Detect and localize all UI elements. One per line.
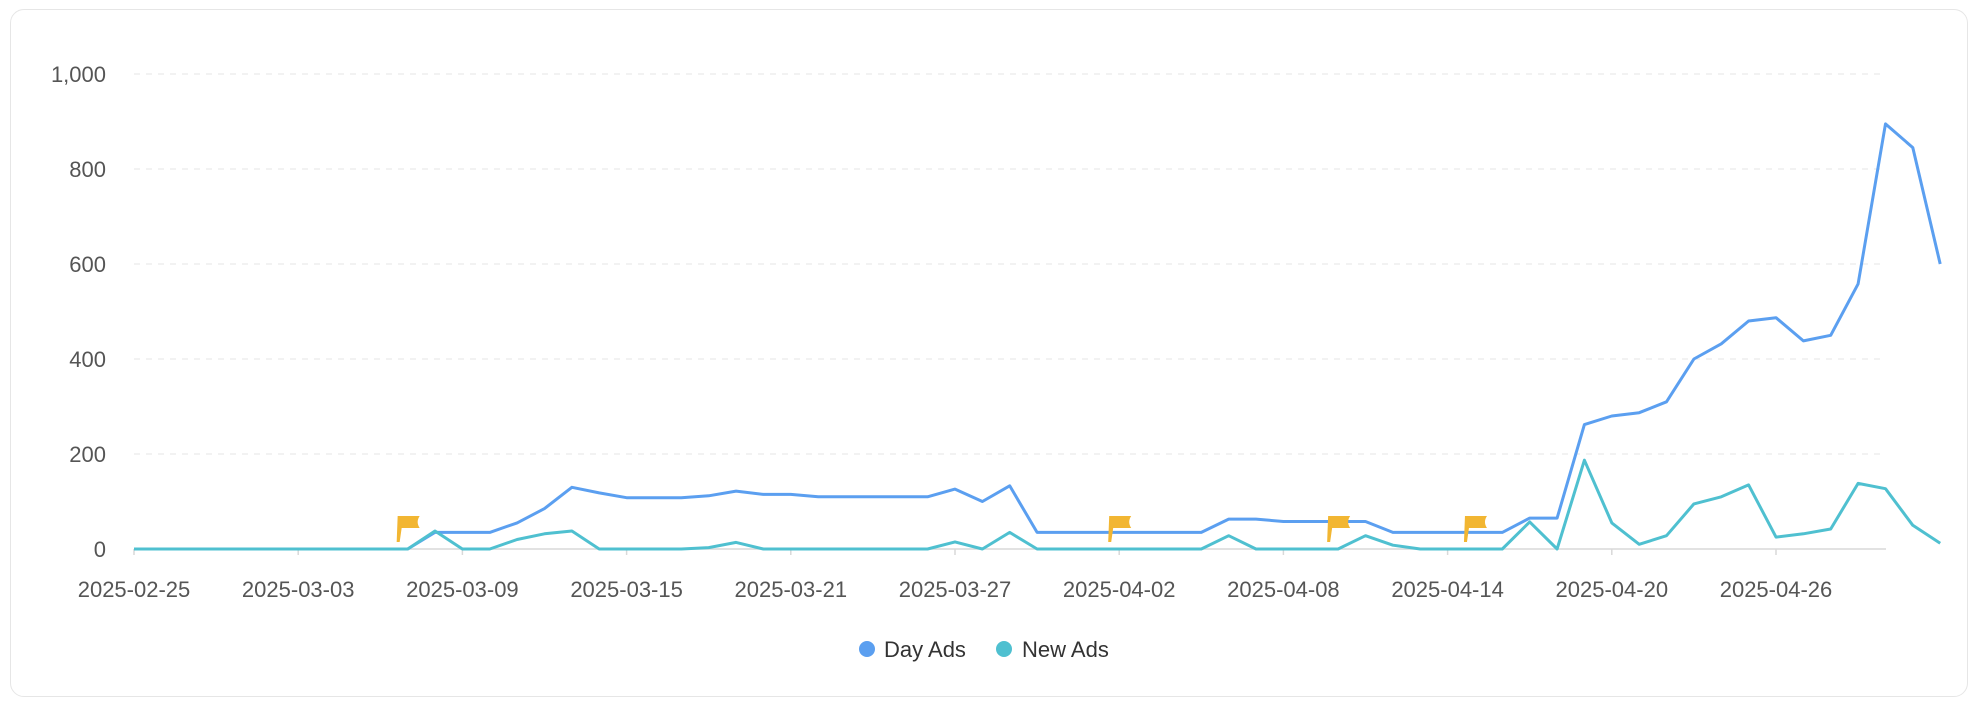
- flag-shape: [1327, 516, 1351, 542]
- legend-dot-icon: [859, 641, 875, 657]
- y-tick-label: 400: [69, 347, 106, 372]
- flag-shape: [1463, 516, 1487, 542]
- legend-dot-icon: [996, 641, 1012, 657]
- flag-marker-icon[interactable]: [1327, 516, 1351, 542]
- chart-card: [10, 9, 1968, 697]
- y-axis: 0 200 400 600 800 1,000: [51, 62, 106, 562]
- y-tick-label: 1,000: [51, 62, 106, 87]
- legend-label: New Ads: [1022, 637, 1109, 662]
- x-tick-label: 2025-04-14: [1391, 577, 1504, 602]
- series-line-day-ads[interactable]: [134, 122, 1942, 551]
- x-tick-label: 2025-03-09: [406, 577, 519, 602]
- series-line-new-ads[interactable]: [134, 458, 1942, 551]
- legend-item-day-ads[interactable]: Day Ads: [859, 637, 966, 662]
- y-tick-label: 600: [69, 252, 106, 277]
- x-tick-label: 2025-04-08: [1227, 577, 1340, 602]
- x-tick-label: 2025-04-20: [1556, 577, 1669, 602]
- flag-marker-icon[interactable]: [1108, 516, 1132, 542]
- flag-marker-icon[interactable]: [396, 516, 420, 542]
- legend[interactable]: Day Ads New Ads: [859, 637, 1109, 662]
- legend-label: Day Ads: [884, 637, 966, 662]
- flag-shape: [1108, 516, 1132, 542]
- series-lines: [134, 122, 1942, 551]
- legend-item-new-ads[interactable]: New Ads: [996, 637, 1109, 662]
- x-tick-label: 2025-04-02: [1063, 577, 1176, 602]
- x-axis: 2025-02-25 2025-03-03 2025-03-09 2025-03-15…: [78, 548, 1886, 602]
- y-tick-label: 800: [69, 157, 106, 182]
- x-tick-label: 2025-03-27: [899, 577, 1012, 602]
- x-tick-label: 2025-04-26: [1720, 577, 1833, 602]
- x-tick-label: 2025-03-15: [570, 577, 683, 602]
- y-tick-label: 200: [69, 442, 106, 467]
- x-tick-label: 2025-03-21: [735, 577, 848, 602]
- flag-shape: [396, 516, 420, 542]
- y-tick-label: 0: [94, 537, 106, 562]
- flag-marker-icon[interactable]: [1463, 516, 1487, 542]
- flag-markers: [396, 516, 1487, 542]
- grid-lines: [134, 73, 1886, 455]
- x-tick-label: 2025-03-03: [242, 577, 355, 602]
- x-tick-label: 2025-02-25: [78, 577, 191, 602]
